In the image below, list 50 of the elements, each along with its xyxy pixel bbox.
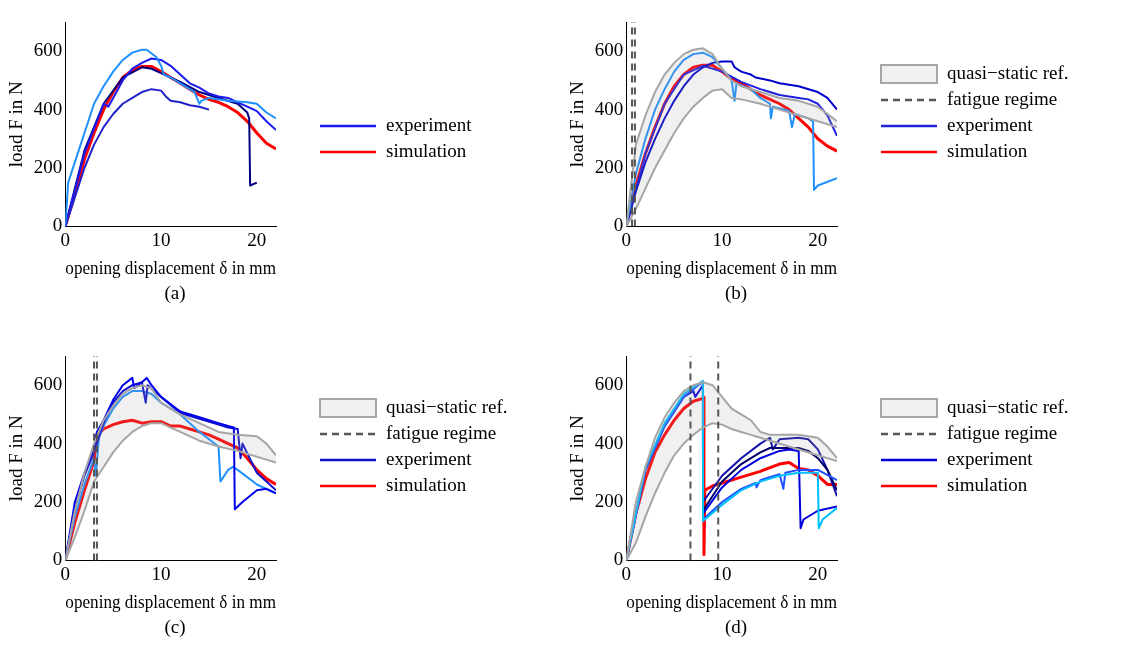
legend-label: simulation (947, 139, 1028, 161)
x-axis-title: opening displacement δ in mm (626, 256, 837, 278)
text: (c) (163, 616, 187, 638)
legend-label: experiment (947, 447, 1034, 469)
legend-label: experiment (386, 113, 473, 135)
legend-label: experiment (947, 113, 1034, 135)
y-tick-label: 0 (613, 548, 624, 570)
y-tick-label: 0 (52, 214, 63, 236)
text: (b) (723, 282, 749, 304)
y-tick-label: 0 (52, 548, 63, 570)
legend-label: fatigue regime (947, 421, 1058, 443)
y-axis-title: load F in N (5, 80, 27, 168)
y-tick-label: 600 (33, 39, 63, 61)
legend-label: quasi−static ref. (947, 61, 1069, 83)
y-tick-label: 600 (594, 373, 624, 395)
x-axis-title: opening displacement δ in mm (626, 590, 837, 612)
y-axis-title: load F in N (566, 414, 588, 502)
legend-label: simulation (386, 139, 467, 161)
legend-label: experiment (386, 447, 473, 469)
y-tick-label: 200 (33, 489, 63, 511)
x-axis-title: opening displacement δ in mm (65, 256, 276, 278)
y-axis-title: load F in N (566, 80, 588, 168)
x-tick-label: 10 (151, 228, 171, 250)
y-tick-label: 200 (594, 155, 624, 177)
x-tick-label: 10 (151, 562, 171, 584)
y-tick-label: 600 (594, 39, 624, 61)
x-axis-title: opening displacement δ in mm (65, 590, 276, 612)
x-tick-label: 20 (247, 562, 267, 584)
legend-label: simulation (386, 473, 467, 495)
y-tick-label: 400 (33, 431, 63, 453)
y-tick-label: 400 (33, 97, 63, 119)
x-tick-label: 20 (808, 228, 828, 250)
y-tick-label: 200 (594, 489, 624, 511)
legend-label: fatigue regime (386, 421, 497, 443)
y-tick-label: 600 (33, 373, 63, 395)
y-axis-title: load F in N (5, 414, 27, 502)
y-tick-label: 400 (594, 97, 624, 119)
x-tick-label: 20 (247, 228, 267, 250)
legend-label: quasi−static ref. (947, 395, 1069, 417)
x-tick-label: 10 (712, 562, 732, 584)
legend-label: fatigue regime (947, 87, 1058, 109)
x-tick-label: 20 (808, 562, 828, 584)
legend-label: quasi−static ref. (386, 395, 508, 417)
y-tick-label: 0 (613, 214, 624, 236)
x-tick-label: 10 (712, 228, 732, 250)
text: (a) (163, 282, 187, 304)
legend-label: simulation (947, 473, 1028, 495)
text: (d) (723, 616, 749, 638)
y-tick-label: 400 (594, 431, 624, 453)
y-tick-label: 200 (33, 155, 63, 177)
